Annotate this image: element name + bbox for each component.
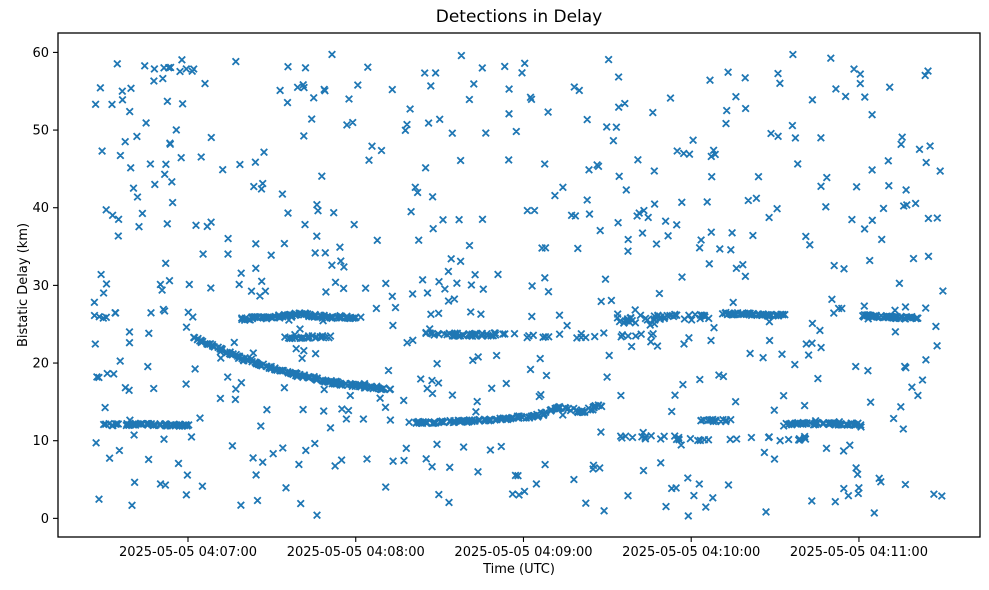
y-tick-label: 0	[41, 512, 49, 527]
y-tick-label: 40	[32, 201, 49, 216]
y-tick-label: 60	[32, 46, 49, 61]
x-tick-label: 2025-05-05 04:09:00	[454, 545, 592, 560]
y-tick-label: 30	[32, 279, 49, 294]
x-tick-label: 2025-05-05 04:11:00	[790, 545, 928, 560]
scatter-points	[90, 50, 947, 520]
x-axis-label: Time (UTC)	[483, 562, 555, 577]
y-tick-label: 20	[32, 357, 49, 372]
x-tick-label: 2025-05-05 04:08:00	[287, 545, 425, 560]
plot-frame	[57, 32, 981, 538]
y-tick-label: 50	[32, 124, 49, 139]
x-tick-label: 2025-05-05 04:10:00	[622, 545, 760, 560]
y-axis-label: Bistatic Delay (km)	[16, 222, 31, 348]
x-tick-label: 2025-05-05 04:07:00	[119, 545, 257, 560]
y-tick-label: 10	[32, 434, 49, 449]
chart-title: Detections in Delay	[435, 7, 603, 27]
